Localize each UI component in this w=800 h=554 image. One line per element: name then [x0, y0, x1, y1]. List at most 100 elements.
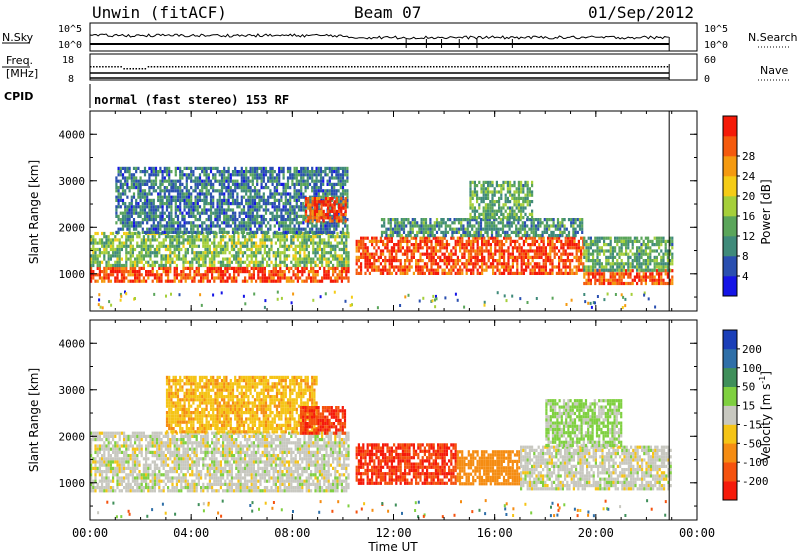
freq-dot [584, 66, 587, 68]
power-cell [575, 268, 578, 272]
power-cell [241, 244, 244, 248]
freq-dot [642, 66, 644, 68]
power-cell [423, 265, 426, 269]
power-cell [208, 279, 211, 283]
power-cell [150, 182, 153, 186]
power-cell [141, 208, 144, 212]
power-cell [399, 259, 402, 263]
power-cell [125, 231, 128, 236]
power-cell [379, 239, 382, 243]
power-cell [423, 236, 426, 240]
freq-dot [341, 66, 344, 68]
power-cell [236, 173, 239, 177]
power-cell [308, 195, 312, 199]
power-cell [275, 176, 279, 180]
power-cell [229, 214, 232, 218]
power-cell [117, 189, 120, 193]
power-cell [319, 186, 323, 190]
power-cell [345, 263, 348, 268]
power-cell [569, 252, 572, 256]
power-cell [220, 211, 224, 215]
power-cell [293, 189, 296, 193]
power-cell [234, 179, 237, 183]
power-cell [213, 244, 216, 248]
power-cell [121, 166, 125, 170]
power-cell [171, 241, 174, 245]
power-cell [310, 279, 313, 283]
power-cell [487, 259, 490, 263]
power-cell [493, 200, 496, 204]
power-cell [202, 238, 205, 242]
power-cell [405, 224, 408, 228]
power-cell [473, 180, 476, 184]
power-cell [228, 263, 231, 268]
power-cell [319, 170, 323, 174]
power-cell [313, 209, 316, 213]
power-cell [580, 249, 583, 253]
power-cell [258, 205, 261, 209]
power-cell [211, 270, 214, 274]
power-cell [279, 251, 282, 255]
power-cell [163, 189, 166, 193]
power-cell [538, 236, 541, 240]
power-cell [204, 260, 207, 264]
power-cell [92, 276, 95, 280]
power-cell [371, 262, 374, 266]
power-cell [310, 266, 313, 270]
power-cell [165, 198, 169, 202]
power-cell [148, 173, 151, 177]
power-cell [272, 279, 275, 283]
power-cell [395, 252, 398, 256]
power-cell [431, 224, 434, 228]
power-cell [459, 246, 462, 250]
power-cell [189, 260, 192, 264]
power-cell [371, 236, 374, 240]
power-cell [142, 266, 145, 270]
power-cell [325, 270, 328, 274]
power-cell [592, 272, 595, 276]
power-cell [426, 265, 429, 269]
power-cell [549, 252, 552, 256]
power-cell [120, 257, 123, 261]
power-cell [125, 266, 128, 270]
power-cell [296, 238, 299, 242]
power-cell [117, 173, 120, 177]
power-cell [192, 189, 195, 193]
power-cell [291, 182, 294, 186]
power-cell [295, 176, 298, 180]
power-cell [299, 244, 302, 248]
freq-dot [666, 66, 669, 68]
power-cell [393, 249, 396, 253]
power-cell [143, 182, 147, 186]
power-cell [313, 170, 316, 174]
power-cell [511, 249, 514, 253]
power-cell [229, 224, 232, 228]
power-cell [225, 198, 228, 202]
power-cell [314, 254, 317, 258]
freq-dot [399, 66, 402, 68]
freq-dot [114, 66, 116, 68]
power-cell [156, 254, 159, 258]
power-cell [321, 251, 324, 255]
power-cell [224, 251, 227, 255]
power-cell [292, 241, 295, 245]
freq-dot [90, 66, 92, 68]
power-cell [335, 224, 338, 228]
power-cell [182, 244, 185, 248]
power-cell [131, 247, 134, 252]
power-cell [194, 214, 197, 218]
power-cell [189, 244, 192, 248]
power-cell [259, 244, 262, 248]
power-cell [490, 224, 494, 228]
power-cell [170, 179, 173, 183]
freq-dot [311, 66, 314, 68]
power-cell [518, 246, 521, 250]
power-cell [252, 263, 255, 268]
power-cell [168, 170, 171, 174]
power-cell [561, 230, 564, 234]
power-cell [275, 221, 279, 225]
power-cell [226, 266, 229, 270]
power-cell [366, 259, 369, 263]
power-cell [330, 198, 334, 202]
power-cell [390, 249, 393, 253]
